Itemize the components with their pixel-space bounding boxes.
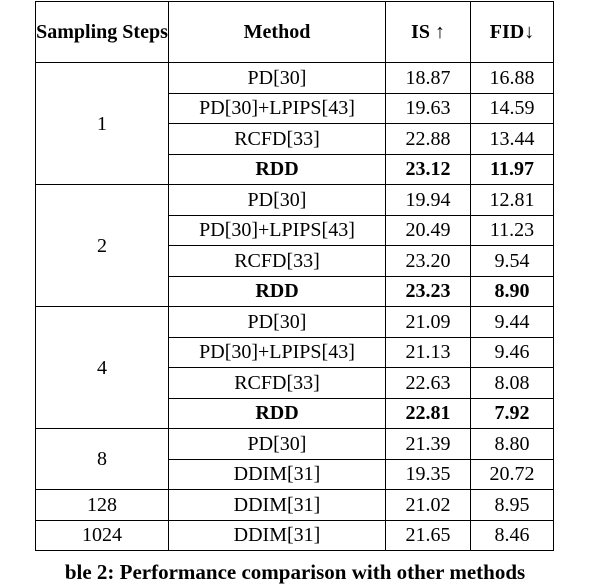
fid-cell: 8.08: [470, 367, 554, 399]
method-cell: RCFD[33]: [168, 123, 386, 155]
method-cell: RCFD[33]: [168, 245, 386, 277]
method-cell: PD[30]: [168, 428, 386, 460]
table-row: 2 PD[30] 19.94 12.81: [35, 184, 554, 307]
fid-cell: 20.72: [470, 458, 554, 490]
is-cell: 21.65: [385, 519, 471, 551]
fid-cell: 11.23: [470, 214, 554, 246]
method-cell: DDIM[31]: [168, 519, 386, 551]
table-row: RCFD[33] 22.88 13.44: [36, 123, 554, 155]
is-cell: 21.09: [385, 306, 471, 338]
method-cell: PD[30]: [168, 62, 386, 94]
fid-cell: 8.90: [470, 275, 554, 307]
fid-cell: 7.92: [470, 397, 554, 429]
method-cell: RDD: [168, 153, 386, 185]
steps-cell: 2: [35, 184, 169, 307]
is-cell: 18.87: [385, 62, 471, 94]
header-cell: Method: [168, 1, 386, 63]
table-row: RCFD[33] 23.20 9.54: [36, 245, 554, 277]
steps-cell: 8: [35, 428, 169, 490]
is-cell: 21.39: [385, 428, 471, 460]
method-cell: RDD: [168, 275, 386, 307]
table-row: PD[30]+LPIPS[43] 19.63 14.59: [36, 92, 554, 124]
method-cell: PD[30]+LPIPS[43]: [168, 92, 386, 124]
fid-cell: 8.80: [470, 428, 554, 460]
table-row: DDIM[31] 19.35 20.72: [36, 458, 554, 490]
is-cell: 22.63: [385, 367, 471, 399]
is-cell: 22.88: [385, 123, 471, 155]
is-cell: 23.20: [385, 245, 471, 277]
table-row: 4 PD[30] 21.09 9.44: [35, 306, 554, 429]
caption: ble 2: Performance comparison with other…: [64, 560, 526, 584]
table-row: 1024 DDIM[31] 21.65 8.46: [35, 519, 554, 551]
is-cell: 23.12: [385, 153, 471, 185]
fid-cell: 9.44: [470, 306, 554, 338]
table-body: 1 PD[30] 18.87 16.88 PD[30]+LPIPS[43] 19.63 14…: [35, 62, 554, 551]
fid-cell: 9.54: [470, 245, 554, 277]
steps-cell: 1: [35, 62, 169, 185]
header-cell: FID↓: [470, 1, 554, 63]
method-cell: PD[30]: [168, 184, 386, 216]
is-cell: 21.02: [385, 489, 471, 521]
is-cell: 22.81: [385, 397, 471, 429]
fid-cell: 11.97: [470, 153, 554, 185]
table-row: 8 PD[30] 21.39 8.80: [35, 428, 554, 490]
steps-cell: 128: [35, 489, 169, 521]
fid-cell: 8.46: [470, 519, 554, 551]
method-cell: DDIM[31]: [168, 489, 386, 521]
table-row: PD[30]+LPIPS[43] 21.13 9.46: [36, 336, 554, 368]
fid-cell: 12.81: [470, 184, 554, 216]
table-row: 128 DDIM[31] 21.02 8.95: [35, 489, 554, 521]
fid-cell: 14.59: [470, 92, 554, 124]
table-row: 1 PD[30] 18.87 16.88: [35, 62, 554, 185]
steps-cell: 1024: [35, 519, 169, 551]
is-cell: 20.49: [385, 214, 471, 246]
table-row: RCFD[33] 22.63 8.08: [36, 367, 554, 399]
header-row: Sampling Steps Method IS ↑ FID↓: [35, 1, 554, 63]
is-cell: 19.63: [385, 92, 471, 124]
method-cell: PD[30]: [168, 306, 386, 338]
table-row: RDD 22.81 7.92: [36, 397, 554, 429]
table-row: PD[30]+LPIPS[43] 20.49 11.23: [36, 214, 554, 246]
is-cell: 21.13: [385, 336, 471, 368]
method-cell: PD[30]+LPIPS[43]: [168, 214, 386, 246]
header-cell: IS ↑: [385, 1, 471, 63]
header-cell: Sampling Steps: [35, 1, 169, 63]
is-cell: 19.35: [385, 458, 471, 490]
method-cell: RCFD[33]: [168, 367, 386, 399]
fid-cell: 16.88: [470, 62, 554, 94]
is-cell: 23.23: [385, 275, 471, 307]
method-cell: RDD: [168, 397, 386, 429]
table-row: RDD 23.12 11.97: [36, 153, 554, 185]
fid-cell: 13.44: [470, 123, 554, 155]
method-cell: PD[30]+LPIPS[43]: [168, 336, 386, 368]
results-table: Sampling Steps Method IS ↑ FID↓ 1 PD[30] 18.8…: [35, 1, 554, 551]
fid-cell: 8.95: [470, 489, 554, 521]
is-cell: 19.94: [385, 184, 471, 216]
steps-cell: 4: [35, 306, 169, 429]
table-row: RDD 23.23 8.90: [36, 275, 554, 307]
method-cell: DDIM[31]: [168, 458, 386, 490]
fid-cell: 9.46: [470, 336, 554, 368]
